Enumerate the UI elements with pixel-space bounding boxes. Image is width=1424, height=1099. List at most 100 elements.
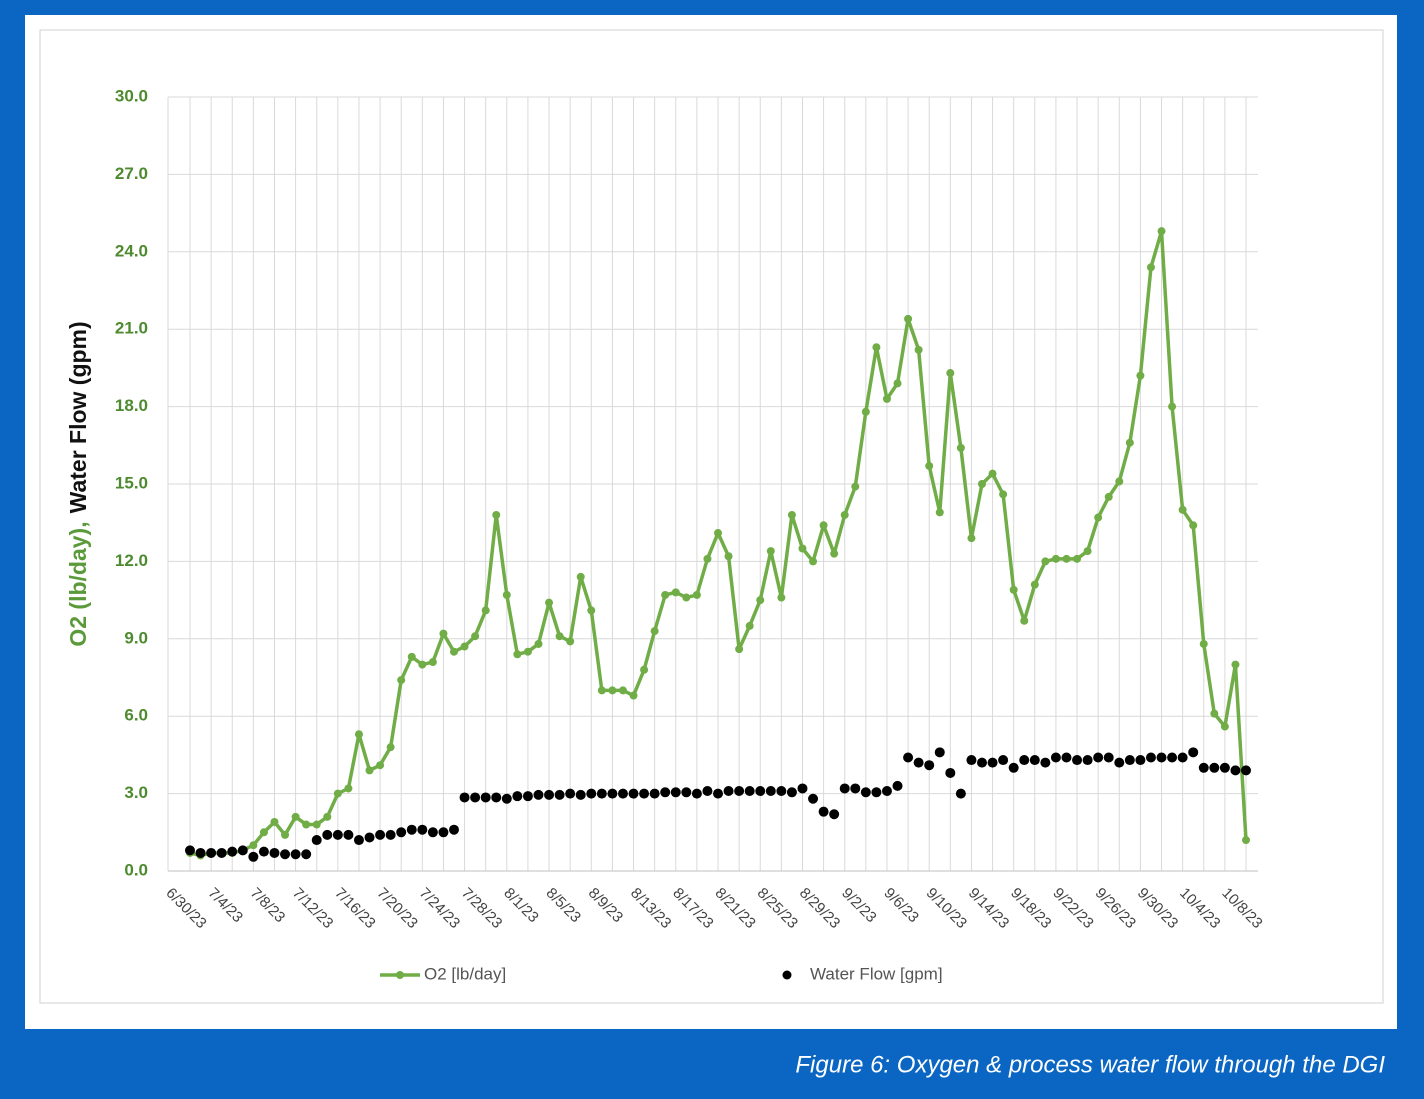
y-tick-label: 18.0: [115, 396, 148, 415]
flow-dot: [1050, 752, 1061, 763]
y-tick-label: 12.0: [115, 551, 148, 570]
flow-dot: [765, 786, 776, 797]
flow-dot: [1124, 755, 1135, 766]
flow-dot: [301, 849, 312, 860]
o2-marker: [418, 660, 427, 669]
o2-marker: [270, 817, 279, 826]
o2-marker: [1157, 227, 1166, 236]
flow-dot: [427, 827, 438, 838]
flow-dot: [385, 829, 396, 840]
legend-label: O2 [lb/day]: [424, 964, 506, 983]
o2-marker: [967, 534, 976, 543]
flow-dot: [332, 829, 343, 840]
o2-marker: [777, 593, 786, 602]
o2-marker: [1083, 547, 1092, 556]
flow-dot: [1061, 752, 1072, 763]
o2-marker: [1115, 477, 1124, 486]
flow-dot: [1209, 762, 1220, 773]
y-axis-label: O2 (lb/day), Water Flow (gpm): [65, 321, 91, 646]
flow-dot: [681, 787, 692, 798]
o2-marker: [502, 590, 511, 599]
flow-dot: [1145, 752, 1156, 763]
o2-marker: [956, 443, 965, 452]
flow-dot: [839, 783, 850, 794]
o2-marker: [545, 598, 554, 607]
o2-marker: [460, 642, 469, 651]
o2-marker: [576, 572, 585, 581]
o2-marker: [587, 606, 596, 615]
flow-dot: [406, 824, 417, 835]
o2-marker: [523, 647, 532, 656]
o2-marker: [302, 820, 311, 829]
flow-dot: [860, 787, 871, 798]
flow-dot: [1188, 747, 1199, 758]
flow-dot: [1103, 752, 1114, 763]
y-label-part: O2 (lb/day),: [65, 521, 91, 646]
o2-marker: [376, 761, 385, 770]
o2-marker: [1178, 505, 1187, 514]
flow-dot: [353, 835, 364, 846]
o2-marker: [724, 552, 733, 561]
o2-marker: [471, 632, 480, 641]
flow-dot: [966, 755, 977, 766]
o2-marker: [1051, 554, 1060, 563]
o2-marker: [946, 369, 955, 378]
caption: Figure 6: Oxygen & process water flow th…: [795, 1051, 1385, 1078]
flow-dot: [691, 788, 702, 799]
y-tick-label: 3.0: [124, 783, 148, 802]
flow-dot: [628, 788, 639, 799]
chart-border: [39, 29, 1384, 1004]
o2-marker: [1062, 554, 1071, 563]
y-label-part: Water Flow (gpm): [65, 321, 91, 513]
o2-marker: [428, 658, 437, 667]
flow-dot: [311, 835, 322, 846]
o2-marker: [513, 650, 522, 659]
flow-dot: [1029, 755, 1040, 766]
o2-marker: [756, 596, 765, 605]
flow-dot: [501, 793, 512, 804]
flow-dot: [913, 757, 924, 768]
flow-dot: [871, 787, 882, 798]
flow-dot: [322, 829, 333, 840]
o2-marker: [650, 627, 659, 636]
flow-dot: [280, 849, 291, 860]
o2-marker: [1231, 660, 1240, 669]
flow-dot: [755, 786, 766, 797]
o2-marker: [671, 588, 680, 597]
flow-dot: [881, 786, 892, 797]
o2-marker: [534, 639, 543, 648]
flow-dot: [396, 827, 407, 838]
y-tick-label: 6.0: [124, 706, 148, 725]
o2-marker: [597, 686, 606, 695]
flow-dot: [1082, 755, 1093, 766]
flow-dot: [522, 791, 533, 802]
flow-dot: [850, 783, 861, 794]
o2-marker: [386, 743, 395, 752]
flow-dot: [195, 847, 206, 858]
o2-marker: [1094, 513, 1103, 522]
flow-dot: [1135, 755, 1146, 766]
o2-marker: [904, 314, 913, 323]
flow-dot: [449, 824, 459, 835]
o2-marker: [365, 766, 374, 775]
flow-dot: [1156, 752, 1167, 763]
y-tick-label: 27.0: [115, 164, 148, 183]
o2-marker: [450, 647, 458, 656]
flow-dot: [248, 851, 259, 862]
flow-dot: [1114, 757, 1125, 768]
o2-marker: [1242, 836, 1250, 845]
flow-dot: [1072, 755, 1083, 766]
flow-dot: [649, 788, 660, 799]
flow-dot: [987, 757, 998, 768]
flow-dot: [607, 788, 618, 799]
flow-dot: [269, 847, 280, 858]
o2-marker: [566, 637, 575, 646]
flow-dot: [808, 793, 819, 804]
y-tick-label: 24.0: [115, 241, 148, 260]
o2-marker: [1020, 616, 1029, 625]
flow-dot: [533, 789, 544, 800]
flow-dot: [924, 760, 935, 771]
o2-marker: [555, 632, 564, 641]
o2-marker: [323, 812, 332, 821]
y-tick-label: 9.0: [124, 628, 148, 647]
